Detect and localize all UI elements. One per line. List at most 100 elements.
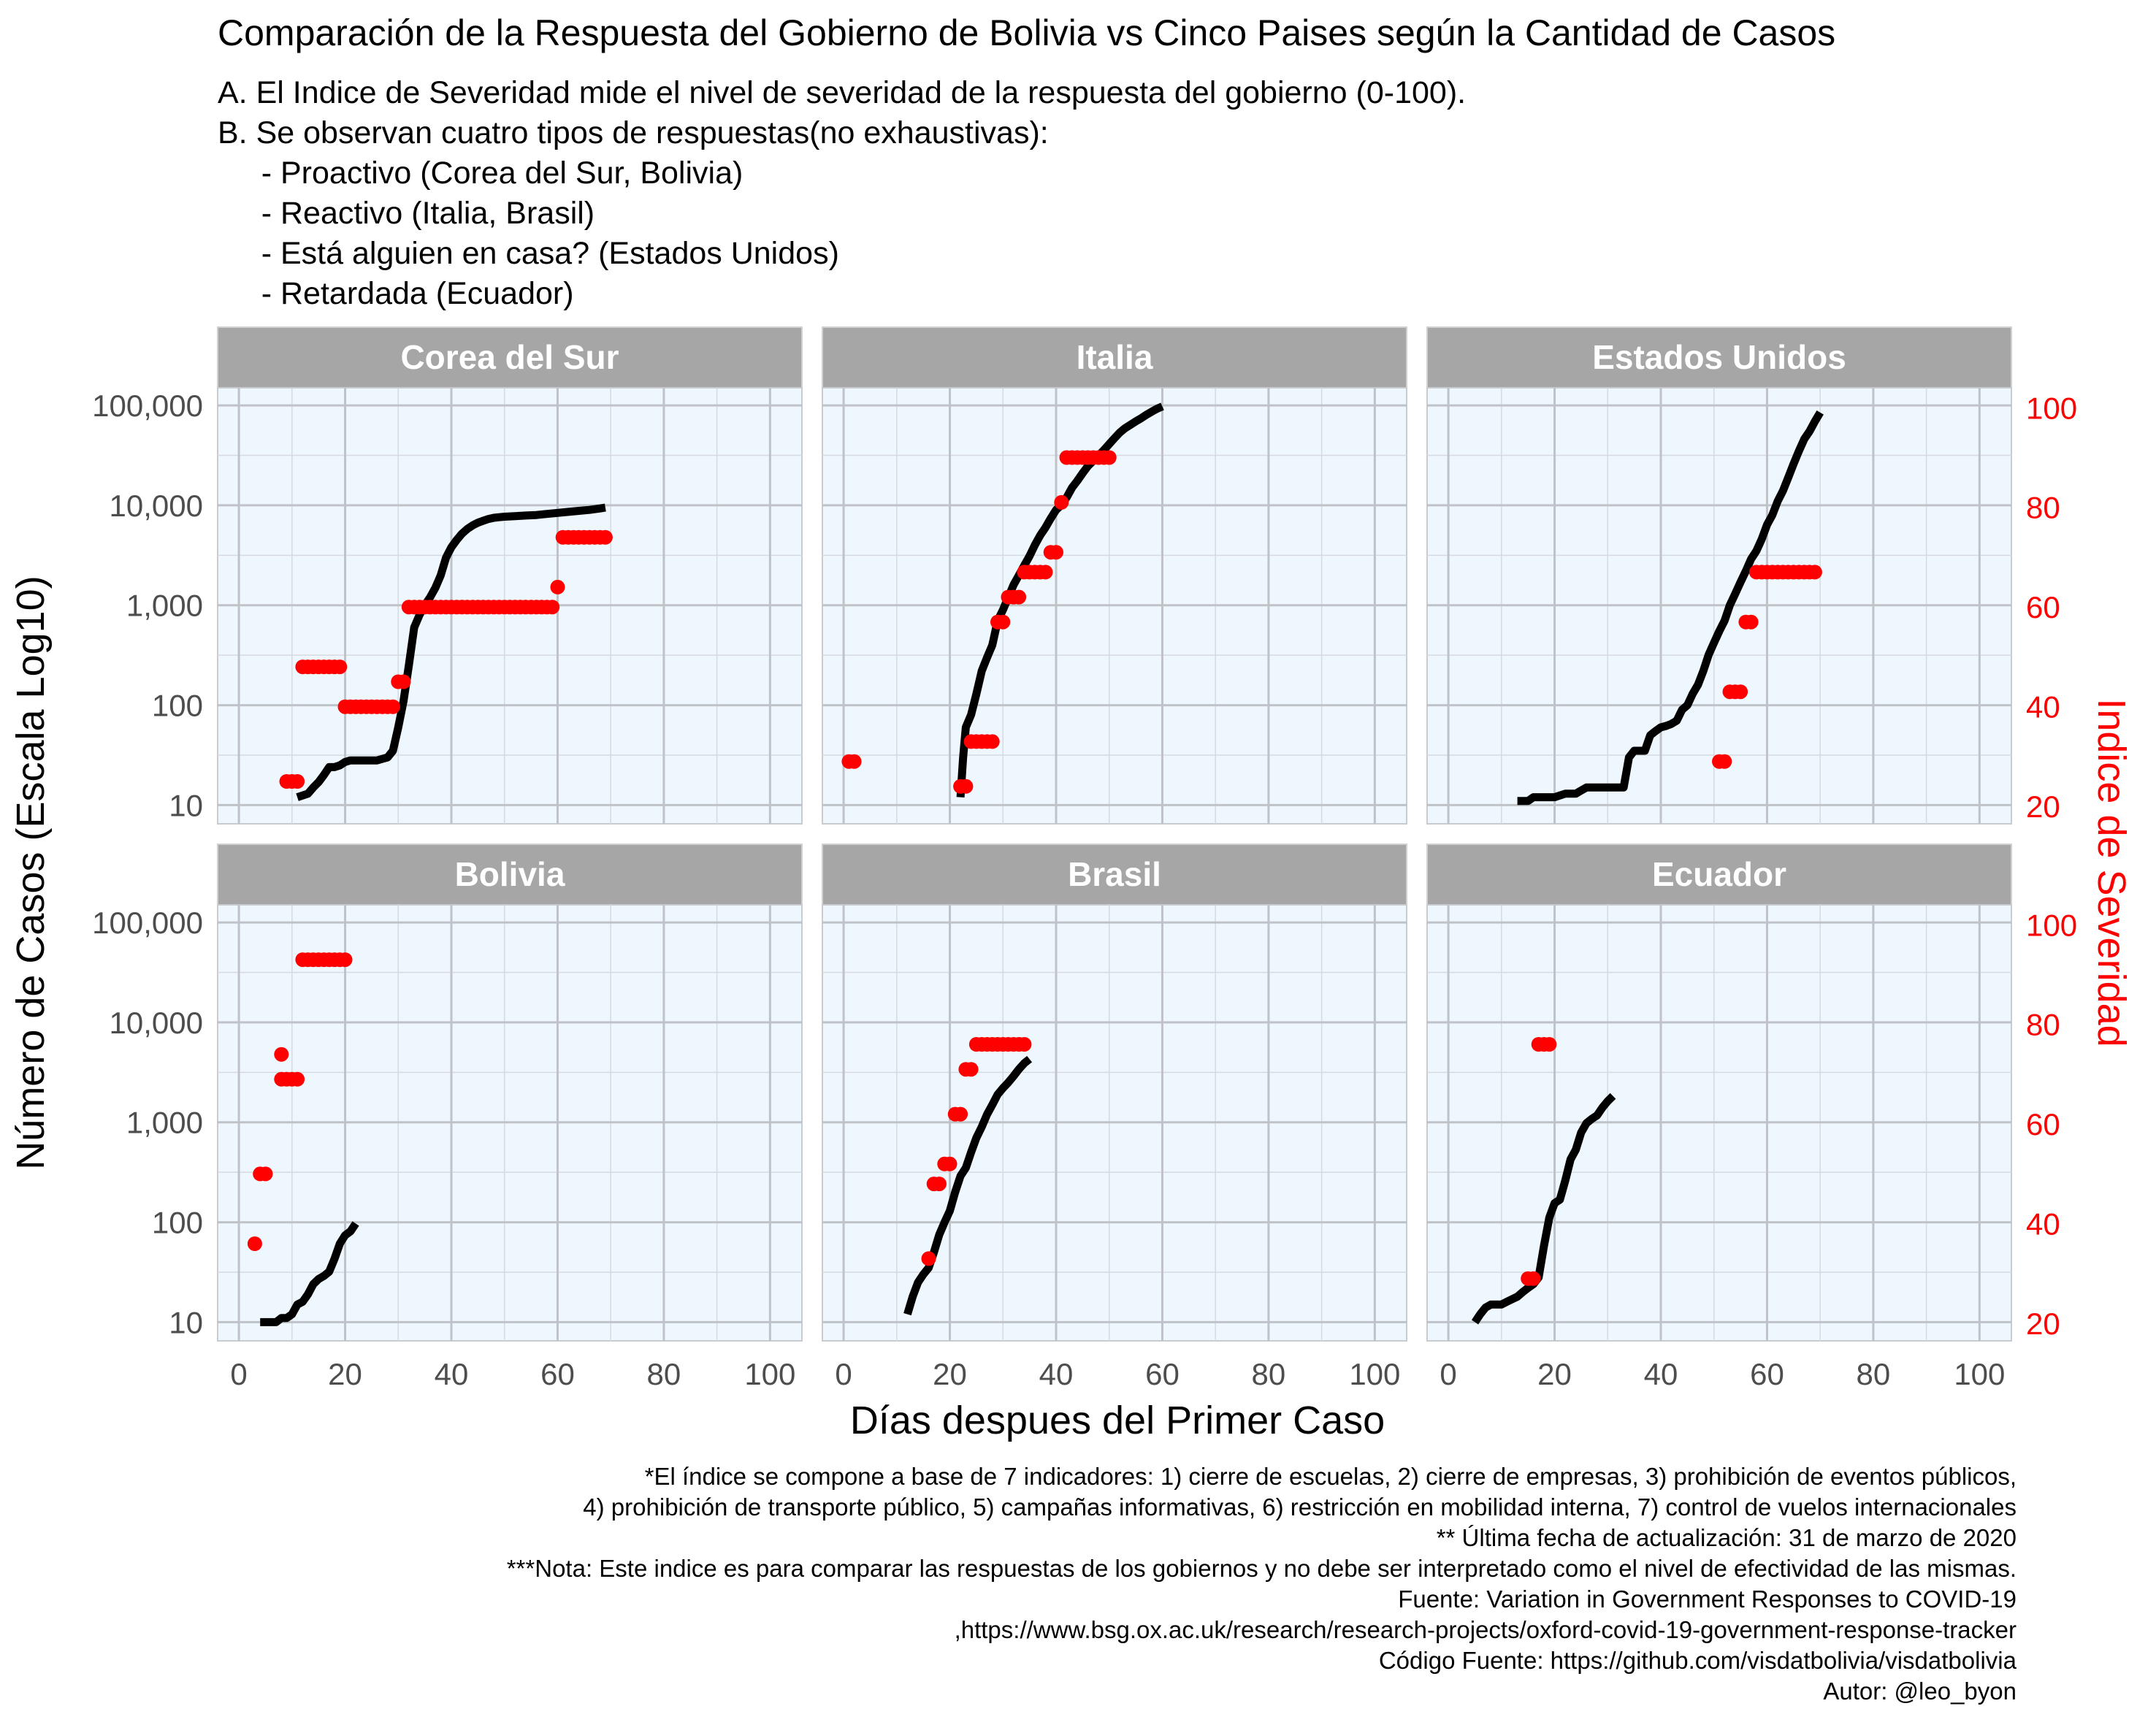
y-right-tick-label: 60 bbox=[2026, 590, 2060, 624]
panel-strip bbox=[1426, 844, 2012, 906]
x-tick-label: 80 bbox=[647, 1357, 681, 1391]
severity-point bbox=[274, 1047, 289, 1062]
panel-strip-label: Estados Unidos bbox=[1592, 338, 1846, 376]
caption-line: Fuente: Variation in Government Response… bbox=[1398, 1586, 2017, 1613]
severity-point bbox=[1807, 565, 1822, 580]
y-right-tick-label: 20 bbox=[2026, 789, 2060, 824]
axis-titles: Días despues del Primer Caso Número de C… bbox=[9, 575, 2133, 1442]
y-left-tick-label: 100,000 bbox=[92, 906, 203, 940]
caption-line: 4) prohibición de transporte público, 5)… bbox=[583, 1493, 2017, 1521]
severity-point bbox=[1526, 1271, 1541, 1286]
severity-point bbox=[597, 529, 613, 545]
severity-point bbox=[1717, 754, 1732, 769]
y-left-tick-label: 100 bbox=[152, 1206, 203, 1240]
severity-point bbox=[1733, 684, 1748, 700]
x-tick-label: 0 bbox=[230, 1357, 247, 1391]
severity-point bbox=[386, 699, 400, 714]
facet-panel: Brasil 0 20 40 60 80 100 bbox=[822, 844, 1407, 1391]
x-tick-label: 100 bbox=[1349, 1357, 1400, 1391]
severity-point bbox=[985, 734, 1000, 749]
severity-point bbox=[1054, 494, 1069, 510]
caption-line: Autor: @leo_byon bbox=[1823, 1678, 2017, 1705]
x-tick-label: 60 bbox=[540, 1357, 575, 1391]
severity-point bbox=[247, 1236, 262, 1251]
facet-panel: Bolivia 10 100 1,000 10,000 100,000 0 20 40 60 80 1… bbox=[92, 844, 803, 1391]
severity-point bbox=[337, 952, 353, 968]
chart-caption: *El índice se compone a base de 7 indica… bbox=[507, 1463, 2017, 1705]
panel-strip-label: Bolivia bbox=[455, 855, 565, 893]
panel-strip-label: Italia bbox=[1077, 338, 1153, 376]
y-axis-left-title: Número de Casos (Escala Log10) bbox=[9, 575, 53, 1169]
y-left-tick-label: 10,000 bbox=[110, 489, 203, 523]
y-left-tick-label: 10,000 bbox=[110, 1006, 203, 1040]
cases-line bbox=[1517, 410, 1824, 806]
severity-point bbox=[1038, 565, 1053, 580]
chart-subtitle: A. El Indice de Severidad mide el nivel … bbox=[218, 75, 1466, 311]
x-tick-label: 80 bbox=[1857, 1357, 1891, 1391]
y-right-tick-label: 80 bbox=[2026, 491, 2060, 525]
x-tick-label: 60 bbox=[1750, 1357, 1784, 1391]
severity-point bbox=[290, 1071, 305, 1087]
x-tick-label: 0 bbox=[1440, 1357, 1456, 1391]
cases-line bbox=[296, 503, 606, 801]
severity-point bbox=[932, 1177, 947, 1192]
subtitle-line: - Está alguien en casa? (Estados Unidos) bbox=[218, 236, 839, 271]
y-left-tick-label: 100 bbox=[152, 689, 203, 723]
severity-point bbox=[953, 1106, 968, 1122]
y-right-tick-label: 80 bbox=[2026, 1008, 2060, 1042]
severity-point bbox=[846, 754, 862, 769]
severity-point bbox=[1101, 450, 1117, 465]
cases-line bbox=[1471, 1093, 1616, 1325]
x-tick-label: 40 bbox=[435, 1357, 469, 1391]
severity-point bbox=[958, 779, 974, 794]
facet-panel: Italia bbox=[822, 326, 1407, 825]
caption-line: *El índice se compone a base de 7 indica… bbox=[645, 1463, 2017, 1490]
x-tick-label: 100 bbox=[744, 1357, 795, 1391]
subtitle-line: - Retardada (Ecuador) bbox=[218, 276, 574, 311]
facet-panel: Ecuador 20 40 60 80 100 0 20 40 60 80 100 bbox=[1426, 844, 2077, 1391]
y-right-tick-label: 60 bbox=[2026, 1107, 2060, 1141]
y-left-tick-label: 100,000 bbox=[92, 389, 203, 423]
severity-point bbox=[1542, 1037, 1557, 1052]
facet-panel: Corea del Sur 10 100 1,000 10,000 100,000 bbox=[92, 326, 803, 825]
y-right-tick-label: 40 bbox=[2026, 690, 2060, 724]
cases-line bbox=[903, 1055, 1033, 1316]
panel-strip bbox=[217, 844, 803, 906]
x-tick-label: 20 bbox=[328, 1357, 362, 1391]
y-left-tick-label: 10 bbox=[169, 788, 203, 822]
facet-panel: Estados Unidos 20 40 60 80 100 bbox=[1426, 326, 2077, 825]
severity-point bbox=[921, 1251, 936, 1266]
panel-strip bbox=[822, 326, 1407, 389]
x-tick-label: 60 bbox=[1145, 1357, 1180, 1391]
severity-point bbox=[1012, 589, 1027, 605]
severity-point bbox=[396, 674, 411, 689]
subtitle-line: - Proactivo (Corea del Sur, Bolivia) bbox=[218, 156, 743, 191]
y-right-tick-label: 100 bbox=[2026, 391, 2077, 425]
panel-strip-label: Corea del Sur bbox=[400, 338, 619, 376]
severity-point bbox=[995, 614, 1011, 630]
severity-point bbox=[942, 1156, 957, 1171]
x-tick-label: 40 bbox=[1039, 1357, 1074, 1391]
caption-line: Código Fuente: https://github.com/visdat… bbox=[1379, 1647, 2017, 1674]
severity-point bbox=[1743, 614, 1759, 630]
caption-line: ***Nota: Este indice es para comparar la… bbox=[507, 1555, 2017, 1582]
caption-line: ** Última fecha de actualización: 31 de … bbox=[1437, 1524, 2017, 1551]
severity-point bbox=[963, 1062, 979, 1077]
x-tick-label: 80 bbox=[1252, 1357, 1286, 1391]
panel-strip bbox=[217, 326, 803, 389]
y-right-tick-label: 40 bbox=[2026, 1207, 2060, 1242]
y-right-tick-label: 20 bbox=[2026, 1307, 2060, 1341]
facet-panels: Corea del Sur 10 100 1,000 10,000 100,000 Ital… bbox=[92, 326, 2077, 1391]
y-axis-right-title: Indice de Severidad bbox=[2090, 698, 2133, 1047]
x-tick-label: 40 bbox=[1644, 1357, 1678, 1391]
subtitle-line: B. Se observan cuatro tipos de respuesta… bbox=[218, 115, 1049, 150]
severity-point bbox=[1017, 1037, 1032, 1052]
panel-strip bbox=[1426, 326, 2012, 389]
x-axis-title: Días despues del Primer Caso bbox=[850, 1399, 1385, 1442]
subtitle-line: - Reactivo (Italia, Brasil) bbox=[218, 196, 595, 231]
chart-title: Comparación de la Respuesta del Gobierno… bbox=[218, 12, 1835, 53]
severity-point bbox=[290, 774, 305, 789]
severity-point bbox=[1049, 545, 1063, 560]
y-left-tick-label: 1,000 bbox=[126, 589, 203, 623]
